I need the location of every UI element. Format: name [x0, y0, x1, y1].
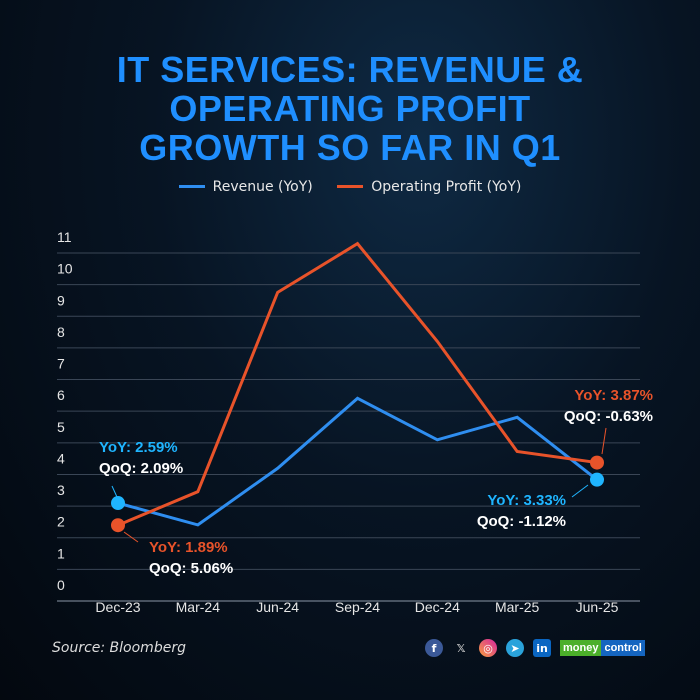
revenue-marker-start — [111, 496, 125, 511]
legend-op-profit: Operating Profit (YoY) — [337, 179, 521, 195]
title-line: GROWTH SO FAR IN Q1 — [139, 127, 561, 168]
leader-line — [601, 427, 607, 455]
y-tick-label: 0 — [57, 577, 65, 593]
social-bar: f 𝕏 ◎ ➤ in money control — [425, 639, 645, 657]
op-profit-line — [117, 241, 598, 527]
moneycontrol-logo: money control — [560, 640, 645, 656]
y-tick-label: 5 — [57, 419, 65, 435]
annotation-qoq: QoQ: -0.63% — [564, 408, 653, 425]
y-tick-label: 9 — [57, 292, 65, 308]
annotation-qoq: QoQ: 5.06% — [149, 560, 233, 577]
revenue-marker-end — [590, 472, 604, 487]
x-tick-label: Dec-23 — [95, 599, 140, 615]
legend-swatch — [337, 185, 364, 188]
source-note: Source: Bloomberg — [52, 640, 186, 656]
title-line: OPERATING PROFIT — [169, 88, 531, 129]
legend-revenue: Revenue (YoY) — [178, 178, 313, 195]
x-tick-label: Jun-24 — [256, 599, 299, 615]
op-marker-start — [111, 518, 125, 533]
instagram-icon[interactable]: ◎ — [479, 639, 497, 657]
x-tick-label: Jun-25 — [576, 599, 619, 615]
op-marker-end — [590, 455, 604, 470]
linkedin-icon[interactable]: in — [533, 639, 551, 657]
x-tick-label: Mar-24 — [176, 599, 221, 615]
x-tick-label: Sep-24 — [335, 599, 380, 615]
y-tick-label: 10 — [57, 261, 73, 277]
y-tick-label: 6 — [57, 387, 65, 403]
legend: Revenue (YoY) Operating Profit (YoY) — [0, 176, 700, 195]
leader-line — [123, 531, 139, 543]
y-tick-label: 11 — [57, 229, 72, 245]
title-line: IT SERVICES: REVENUE & — [116, 49, 584, 90]
annotation-yoy: YoY: 2.59% — [99, 439, 178, 456]
legend-label: Revenue (YoY) — [212, 178, 313, 195]
facebook-icon[interactable]: f — [425, 639, 443, 657]
y-tick-label: 3 — [57, 482, 65, 498]
chart-title: IT SERVICES: REVENUE & OPERATING PROFIT … — [0, 50, 700, 167]
annotation-yoy: YoY: 1.89% — [149, 539, 228, 556]
leader-line — [111, 485, 118, 498]
annotation-qoq: QoQ: -1.12% — [477, 513, 566, 530]
annotation-yoy: YoY: 3.87% — [574, 387, 653, 404]
y-tick-label: 8 — [57, 324, 65, 340]
y-tick-label: 7 — [57, 356, 65, 372]
legend-label: Operating Profit (YoY) — [371, 178, 522, 195]
y-tick-label: 4 — [57, 450, 65, 466]
x-tick-label: Mar-25 — [495, 599, 540, 615]
telegram-icon[interactable]: ➤ — [506, 639, 524, 657]
y-tick-label: 2 — [57, 514, 65, 530]
annotation-yoy: YoY: 3.33% — [487, 492, 566, 509]
legend-swatch — [178, 185, 205, 188]
y-tick-label: 1 — [57, 545, 65, 561]
x-tick-label: Dec-24 — [415, 599, 460, 615]
leader-line — [571, 484, 589, 498]
x-icon[interactable]: 𝕏 — [456, 641, 466, 655]
annotation-qoq: QoQ: 2.09% — [99, 460, 183, 477]
